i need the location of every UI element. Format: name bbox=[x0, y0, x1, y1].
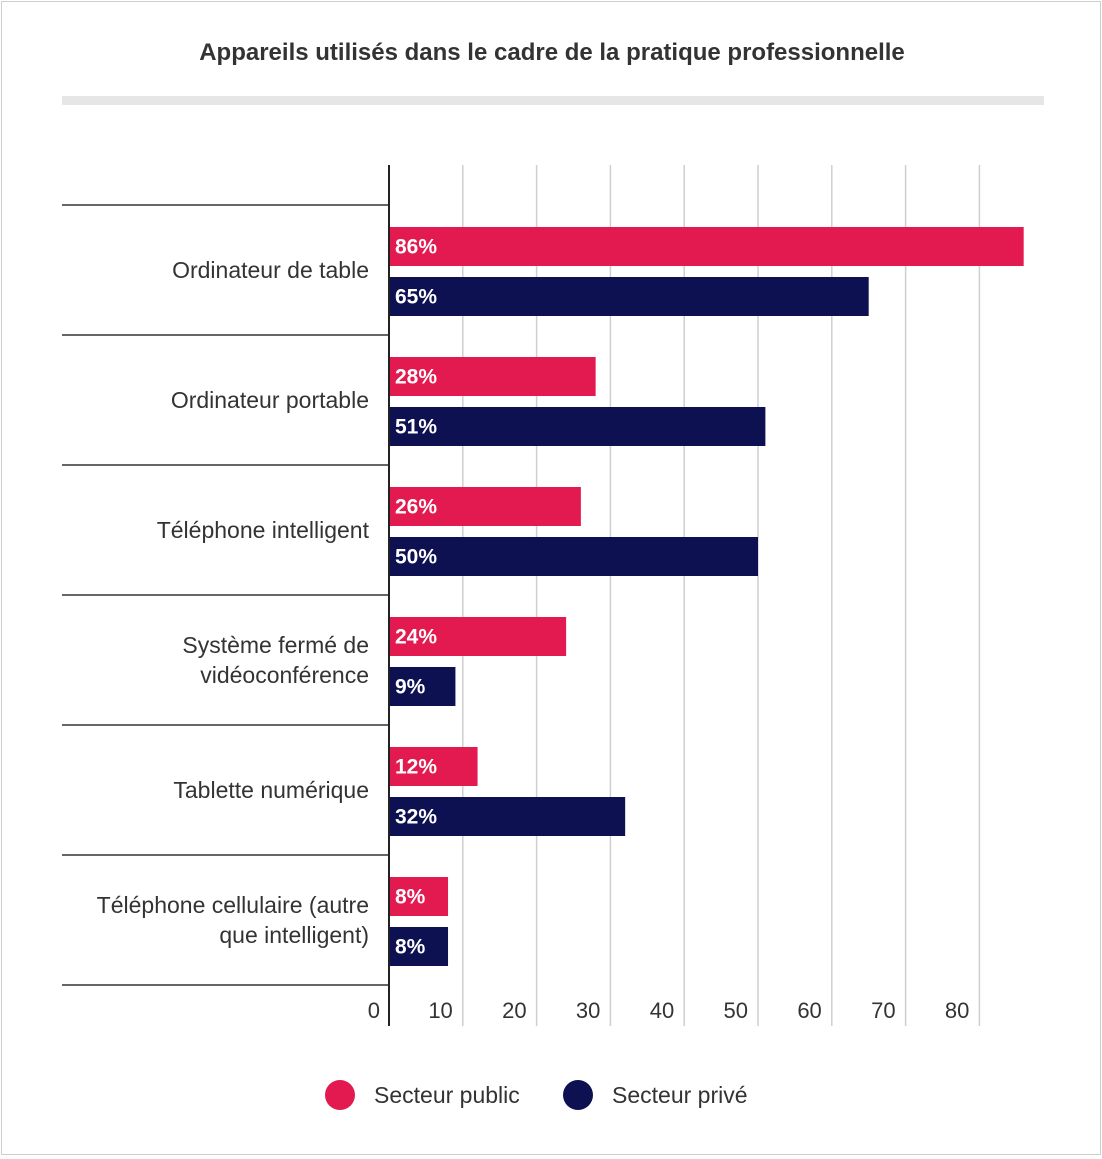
legend-label: Secteur public bbox=[374, 1082, 520, 1108]
x-tick-label: 60 bbox=[797, 998, 821, 1023]
bar-value-label: 28% bbox=[395, 366, 437, 389]
bar-value-labels: 86% 28% 26% 24% 12% 8% 65% 51% 50% 9% 32% 8% bbox=[395, 236, 437, 959]
x-axis-ticks: 0 10 20 30 40 50 60 70 80 bbox=[368, 998, 970, 1023]
x-tick-label: 50 bbox=[724, 998, 748, 1023]
x-tick-label: 70 bbox=[871, 998, 895, 1023]
category-label: Ordinateur portable bbox=[171, 387, 369, 413]
bar-value-label: 65% bbox=[395, 286, 437, 309]
chart-title: Appareils utilisés dans le cadre de la p… bbox=[199, 39, 905, 66]
legend-label: Secteur privé bbox=[612, 1082, 748, 1108]
category-label: Tablette numérique bbox=[173, 777, 369, 803]
bar-value-label: 12% bbox=[395, 756, 437, 779]
bar-value-label: 32% bbox=[395, 806, 437, 829]
bar-secteur-public bbox=[389, 487, 581, 526]
bar-secteur-prive bbox=[389, 407, 766, 446]
legend: Secteur public Secteur privé bbox=[325, 1080, 748, 1110]
bar-value-label: 8% bbox=[395, 886, 426, 909]
category-separators bbox=[62, 204, 389, 986]
bar-secteur-public bbox=[389, 227, 1024, 266]
bars bbox=[389, 227, 1024, 966]
legend-marker bbox=[563, 1080, 593, 1110]
bar-value-label: 24% bbox=[395, 626, 437, 649]
category-label: Ordinateur de table bbox=[172, 257, 369, 283]
bar-secteur-public bbox=[389, 617, 567, 656]
title-underline bbox=[62, 96, 1044, 105]
x-tick-label: 10 bbox=[428, 998, 452, 1023]
x-tick-label: 20 bbox=[502, 998, 526, 1023]
bar-secteur-prive bbox=[389, 927, 449, 966]
bar-secteur-prive bbox=[389, 797, 626, 836]
x-tick-label: 0 bbox=[368, 998, 380, 1023]
bar-value-label: 51% bbox=[395, 416, 437, 439]
legend-marker bbox=[325, 1080, 355, 1110]
bar-secteur-prive bbox=[389, 667, 456, 706]
bar-secteur-prive bbox=[389, 277, 869, 316]
category-labels: Ordinateur de table Ordinateur portable Té… bbox=[97, 257, 370, 948]
bar-secteur-public bbox=[389, 877, 449, 916]
bar-secteur-prive bbox=[389, 537, 758, 576]
category-label: Téléphone cellulaire (autre que intellige… bbox=[97, 892, 369, 948]
bar-value-label: 26% bbox=[395, 496, 437, 519]
bar-value-label: 86% bbox=[395, 236, 437, 259]
bar-value-label: 9% bbox=[395, 676, 426, 699]
bar-value-label: 50% bbox=[395, 546, 437, 569]
x-tick-label: 30 bbox=[576, 998, 600, 1023]
bar-value-label: 8% bbox=[395, 936, 426, 959]
bar-secteur-public bbox=[389, 357, 596, 396]
category-label: Système fermé de vidéoconférence bbox=[182, 632, 369, 688]
bar-secteur-public bbox=[389, 747, 478, 786]
x-tick-label: 80 bbox=[945, 998, 969, 1023]
category-label: Téléphone intelligent bbox=[157, 517, 370, 543]
x-tick-label: 40 bbox=[650, 998, 674, 1023]
